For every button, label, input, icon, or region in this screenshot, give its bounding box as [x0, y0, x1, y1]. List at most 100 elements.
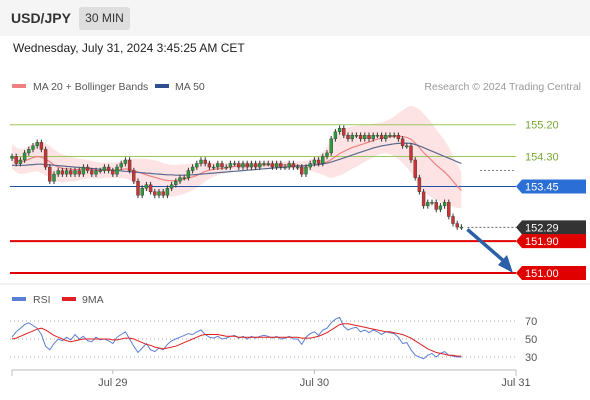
level-153-45-badge — [516, 179, 586, 194]
candle — [90, 167, 94, 177]
candle — [64, 167, 69, 177]
candle — [258, 160, 262, 170]
level-151-00-badge — [516, 265, 586, 280]
candle — [232, 160, 237, 167]
candle — [321, 153, 325, 167]
candle — [60, 167, 65, 177]
rsi-level-label-30: 30 — [525, 352, 537, 364]
level-151-00-label: 151.00 — [525, 268, 559, 280]
level-152-29-label: 152.29 — [525, 222, 559, 234]
candle — [455, 220, 459, 230]
level-155-20-label: 155.20 — [525, 120, 559, 132]
level-151-90-label: 151.90 — [525, 236, 559, 248]
candle — [94, 167, 98, 177]
candle — [329, 136, 333, 156]
header-bar: USD/JPY 30 MIN — [0, 0, 590, 36]
candle — [136, 178, 140, 199]
candle — [43, 146, 48, 170]
candle — [388, 132, 392, 139]
candle — [434, 199, 438, 213]
timeframe-badge[interactable]: 30 MIN — [79, 7, 130, 30]
level-152-29-badge — [516, 220, 586, 235]
legend-swatch-ma50 — [155, 84, 169, 88]
rsi-panel: 70 50 30 — [10, 316, 537, 364]
candle — [253, 160, 258, 170]
candle — [174, 178, 178, 188]
candle — [270, 160, 275, 170]
candle — [148, 181, 153, 195]
candle — [405, 143, 409, 149]
candle — [409, 143, 413, 163]
candle — [211, 164, 216, 170]
candle — [241, 160, 245, 170]
legend-swatch-ma20 — [12, 84, 26, 88]
candle — [354, 132, 359, 139]
candle — [396, 132, 401, 142]
candle — [287, 160, 291, 170]
candle — [199, 157, 203, 167]
candle — [98, 167, 102, 174]
candle — [115, 164, 119, 177]
forecast-arrow-shaft — [466, 228, 508, 265]
rsi-ma9-line — [11, 323, 462, 357]
candle — [245, 160, 249, 170]
candle — [379, 132, 384, 142]
candle — [52, 171, 56, 184]
chart-datetime: Wednesday, July 31, 2024 3:45:25 AM CET — [13, 41, 245, 55]
candle — [413, 157, 417, 181]
candle — [18, 157, 23, 167]
candle — [169, 181, 174, 192]
candle — [228, 160, 233, 170]
candle — [337, 125, 342, 135]
candle — [224, 164, 228, 170]
candle — [10, 153, 14, 162]
candle — [346, 132, 350, 142]
candle — [73, 167, 77, 177]
candle — [207, 160, 212, 170]
candle — [384, 132, 388, 142]
legend-swatch-9ma — [62, 297, 76, 301]
candle — [39, 139, 44, 153]
candle — [367, 132, 371, 142]
candle — [392, 132, 396, 139]
candle — [459, 224, 464, 230]
candle — [157, 188, 161, 199]
candle — [111, 167, 115, 177]
candle — [363, 132, 367, 142]
candle — [291, 160, 296, 170]
level-151-90-badge — [516, 234, 586, 249]
candle — [178, 174, 182, 184]
candle — [161, 188, 165, 199]
candle — [123, 157, 128, 167]
legend-label-ma50: MA 50 — [175, 81, 205, 93]
candle — [182, 174, 186, 181]
x-tick-label: Jul 31 — [501, 377, 530, 389]
level-153-45-label: 153.45 — [525, 181, 559, 193]
candle — [249, 160, 254, 170]
forecast-arrow — [466, 228, 513, 273]
candle — [316, 157, 321, 167]
candle — [442, 199, 447, 209]
candle — [48, 164, 52, 184]
symbol-title: USD/JPY — [11, 10, 71, 26]
legend-label-9ma: 9MA — [82, 294, 104, 306]
candle — [295, 164, 300, 170]
candlesticks — [10, 125, 464, 230]
candle — [14, 153, 18, 167]
candle — [266, 160, 270, 167]
rsi-level-label-50: 50 — [525, 334, 537, 346]
candle — [186, 167, 191, 181]
candle — [342, 125, 346, 139]
candle — [77, 167, 81, 177]
candle — [85, 164, 90, 174]
candle — [274, 160, 279, 170]
candle — [438, 203, 443, 213]
candle — [165, 185, 170, 199]
bollinger-band-area — [12, 105, 462, 208]
price-badges: 155.20 154.30 153.45 152.29 151.90 151.00 — [516, 120, 586, 280]
candle — [283, 164, 287, 170]
candle — [430, 199, 434, 206]
x-axis: Jul 29 Jul 30 Jul 31 — [11, 369, 531, 389]
legend-label-rsi: RSI — [33, 294, 51, 306]
